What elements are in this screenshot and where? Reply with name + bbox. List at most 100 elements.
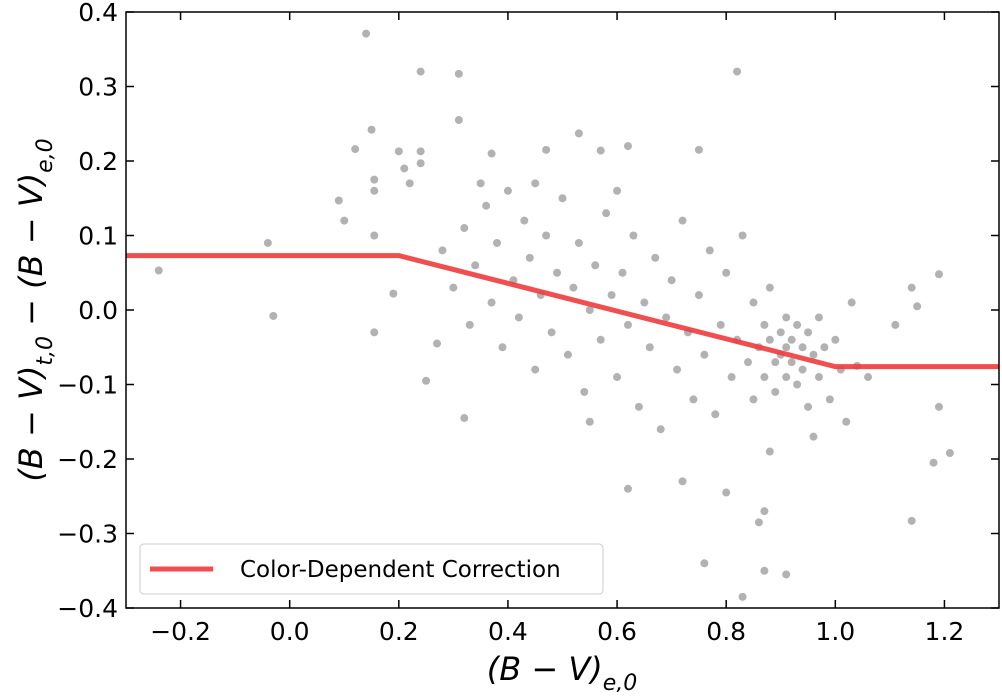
scatter-point bbox=[553, 268, 562, 277]
scatter-point bbox=[793, 320, 802, 329]
scatter-point bbox=[263, 238, 272, 247]
scatter-point bbox=[370, 231, 379, 240]
scatter-point bbox=[389, 289, 398, 298]
y-label-sub: t,0 bbox=[33, 336, 58, 366]
y-tick-label: 0.4 bbox=[78, 0, 118, 27]
scatter-point bbox=[891, 320, 900, 329]
scatter-point bbox=[754, 518, 763, 527]
scatter-point bbox=[667, 276, 676, 285]
scatter-point bbox=[765, 335, 774, 344]
scatter-point bbox=[929, 458, 938, 467]
x-axis-label: (B − V)e,0 bbox=[487, 650, 638, 692]
scatter-point bbox=[689, 395, 698, 404]
scatter-point bbox=[370, 175, 379, 184]
scatter-point bbox=[771, 387, 780, 396]
y-label-main: − (B − V) bbox=[12, 173, 50, 336]
scatter-point bbox=[760, 320, 769, 329]
scatter-point bbox=[738, 592, 747, 601]
scatter-point bbox=[694, 145, 703, 154]
x-label-sub: e,0 bbox=[603, 671, 638, 692]
scatter-point bbox=[722, 268, 731, 277]
scatter-point bbox=[580, 387, 589, 396]
y-tick-label: −0.3 bbox=[57, 520, 118, 549]
scatter-point bbox=[765, 283, 774, 292]
scatter-point bbox=[367, 125, 376, 134]
scatter-point bbox=[733, 67, 742, 76]
scatter-point bbox=[525, 253, 534, 262]
scatter-point bbox=[776, 328, 785, 337]
scatter-point bbox=[656, 425, 665, 434]
x-tick-label: 1.2 bbox=[925, 617, 965, 646]
scatter-point bbox=[596, 335, 605, 344]
scatter-point bbox=[640, 298, 649, 307]
x-tick-label: 0.8 bbox=[706, 617, 746, 646]
x-tick-label: 0.2 bbox=[379, 617, 419, 646]
scatter-point bbox=[454, 69, 463, 78]
scatter-point bbox=[913, 302, 922, 311]
scatter-point bbox=[760, 373, 769, 382]
scatter-point bbox=[634, 402, 643, 411]
scatter-point bbox=[618, 268, 627, 277]
x-label-main: (B − V) bbox=[487, 650, 603, 688]
scatter-point bbox=[727, 373, 736, 382]
scatter-point bbox=[498, 343, 507, 352]
scatter-point bbox=[842, 417, 851, 426]
scatter-point bbox=[460, 414, 469, 423]
scatter-point bbox=[574, 129, 583, 138]
scatter-point bbox=[394, 147, 403, 156]
scatter-point bbox=[531, 365, 540, 374]
x-tick-label: −0.2 bbox=[150, 617, 211, 646]
scatter-point bbox=[760, 566, 769, 575]
scatter-point bbox=[623, 484, 632, 493]
y-axis-label: (B − V)t,0 − (B − V)e,0 bbox=[12, 138, 58, 481]
scatter-point bbox=[793, 380, 802, 389]
scatter-point bbox=[471, 261, 480, 270]
scatter-point bbox=[645, 343, 654, 352]
scatter-point bbox=[787, 358, 796, 367]
scatter-point bbox=[454, 116, 463, 125]
scatter-point bbox=[814, 313, 823, 322]
scatter-point bbox=[574, 238, 583, 247]
scatter-point bbox=[487, 298, 496, 307]
scatter-point bbox=[362, 29, 371, 38]
scatter-point bbox=[798, 365, 807, 374]
x-tick-label: 0.6 bbox=[597, 617, 637, 646]
scatter-point bbox=[493, 238, 502, 247]
y-tick-label: −0.4 bbox=[57, 594, 118, 623]
scatter-point bbox=[520, 216, 529, 225]
scatter-point bbox=[825, 395, 834, 404]
y-tick-label: 0.0 bbox=[78, 296, 118, 325]
scatter-point bbox=[531, 179, 540, 188]
scatter-point bbox=[651, 253, 660, 262]
scatter-point bbox=[613, 186, 622, 195]
scatter-point bbox=[269, 311, 278, 320]
scatter-point bbox=[804, 402, 813, 411]
scatter-point bbox=[782, 570, 791, 579]
y-tick-label: 0.3 bbox=[78, 73, 118, 102]
scatter-point bbox=[503, 186, 512, 195]
scatter-point bbox=[422, 376, 431, 385]
scatter-point bbox=[934, 402, 943, 411]
x-tick-label: 0.0 bbox=[270, 617, 310, 646]
scatter-point bbox=[623, 320, 632, 329]
scatter-point bbox=[154, 266, 163, 275]
scatter-point bbox=[433, 339, 442, 348]
scatter-point bbox=[487, 149, 496, 158]
scatter-point bbox=[482, 201, 491, 210]
scatter-point bbox=[798, 343, 807, 352]
y-tick-label: 0.1 bbox=[78, 222, 118, 251]
scatter-point bbox=[804, 328, 813, 337]
scatter-point bbox=[405, 179, 414, 188]
scatter-point bbox=[722, 488, 731, 497]
scatter-point bbox=[542, 145, 551, 154]
scatter-point bbox=[907, 516, 916, 525]
scatter-point bbox=[460, 224, 469, 233]
scatter-point bbox=[662, 313, 671, 322]
scatter-point bbox=[558, 194, 567, 203]
scatter-point bbox=[678, 216, 687, 225]
scatter-point bbox=[782, 373, 791, 382]
legend-box bbox=[139, 543, 604, 595]
scatter-point bbox=[542, 231, 551, 240]
y-tick-label: −0.1 bbox=[57, 371, 118, 400]
